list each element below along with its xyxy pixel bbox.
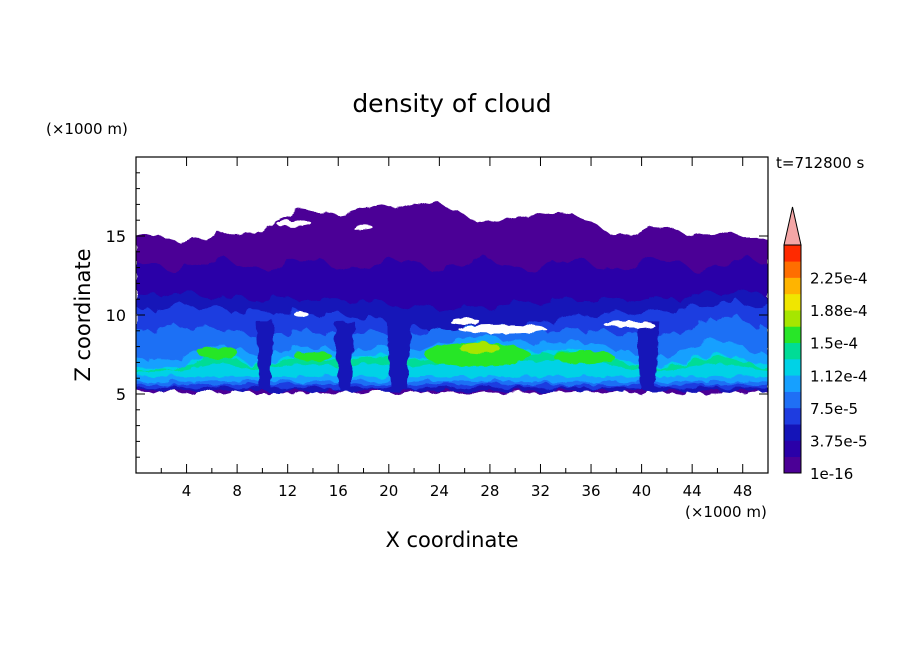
x-tick-label: 4 (182, 482, 192, 500)
colorbar-swatch (784, 440, 801, 458)
x-tick-label: 36 (581, 482, 600, 500)
x-tick-label: 20 (379, 482, 398, 500)
y-axis: 5 10 15 (106, 172, 768, 458)
colorbar: 1e-16 3.75e-5 7.5e-5 1.12e-4 1.5e-4 1.88e-4 2.… (783, 206, 868, 483)
x-axis-label: X coordinate (385, 528, 518, 552)
clear-gap-5 (353, 225, 374, 231)
colorbar-swatch (784, 407, 801, 425)
y-axis-label: Z coordinate (71, 248, 95, 381)
updraft-channel-2 (334, 321, 355, 390)
colorbar-swatch (784, 245, 801, 262)
colorbar-swatch (784, 375, 801, 392)
cloud-core-4 (459, 342, 501, 354)
clear-gap-3 (449, 318, 480, 325)
clear-gap-7 (292, 311, 308, 316)
x-axis: 4 8 12 16 20 24 28 32 36 40 44 48 (160, 157, 752, 500)
colorbar-swatch (784, 456, 801, 474)
colorbar-frame (783, 244, 802, 474)
colorbar-label: 2.25e-4 (810, 270, 868, 288)
chart-title: density of cloud (352, 89, 551, 118)
y-unit-label: (×1000 m) (46, 120, 128, 138)
y-tick-label: 10 (106, 306, 126, 325)
x-tick-label: 12 (278, 482, 297, 500)
colorbar-swatch (784, 342, 801, 360)
updraft-channel-1 (256, 321, 274, 390)
colorbar-swatch (784, 261, 801, 278)
colorbar-label: 1.5e-4 (810, 335, 858, 353)
cloud-core-5 (294, 351, 332, 361)
colorbar-label: 7.5e-5 (810, 400, 858, 418)
clear-gap-2 (603, 321, 655, 328)
colorbar-swatch (784, 293, 801, 311)
y-tick-label: 5 (116, 385, 126, 404)
x-tick-label: 28 (480, 482, 499, 500)
updraft-channel-3 (386, 321, 412, 390)
x-tick-label: 32 (531, 482, 550, 500)
colorbar-swatch (784, 391, 801, 409)
x-tick-label: 44 (683, 482, 702, 500)
cloud-core-2 (554, 350, 616, 365)
colorbar-extend-arrow (783, 206, 802, 246)
time-label: t=712800 s (776, 154, 864, 172)
y-tick-label: 15 (106, 227, 126, 246)
colorbar-label: 1.12e-4 (810, 367, 868, 385)
x-tick-label: 24 (430, 482, 449, 500)
colorbar-swatch (784, 359, 801, 376)
clear-gap-6 (578, 208, 604, 214)
colorbar-label: 1e-16 (810, 465, 853, 483)
clear-gap-1 (458, 324, 547, 334)
colorbar-swatch (784, 277, 801, 295)
updraft-channel-4 (636, 321, 660, 390)
cloud-core-1 (424, 342, 531, 367)
x-tick-label: 16 (329, 482, 348, 500)
colorbar-swatch (784, 310, 801, 327)
cloud-core-3 (197, 346, 239, 360)
x-tick-label: 40 (632, 482, 651, 500)
colorbar-label: 3.75e-5 (810, 432, 868, 450)
clear-gap-4 (276, 219, 312, 227)
contour-field (136, 200, 768, 396)
x-tick-label: 8 (232, 482, 242, 500)
colorbar-swatch (784, 326, 801, 344)
x-tick-label: 48 (733, 482, 752, 500)
colorbar-label: 1.88e-4 (810, 302, 868, 320)
x-unit-label: (×1000 m) (685, 503, 767, 521)
colorbar-swatch (784, 424, 801, 441)
